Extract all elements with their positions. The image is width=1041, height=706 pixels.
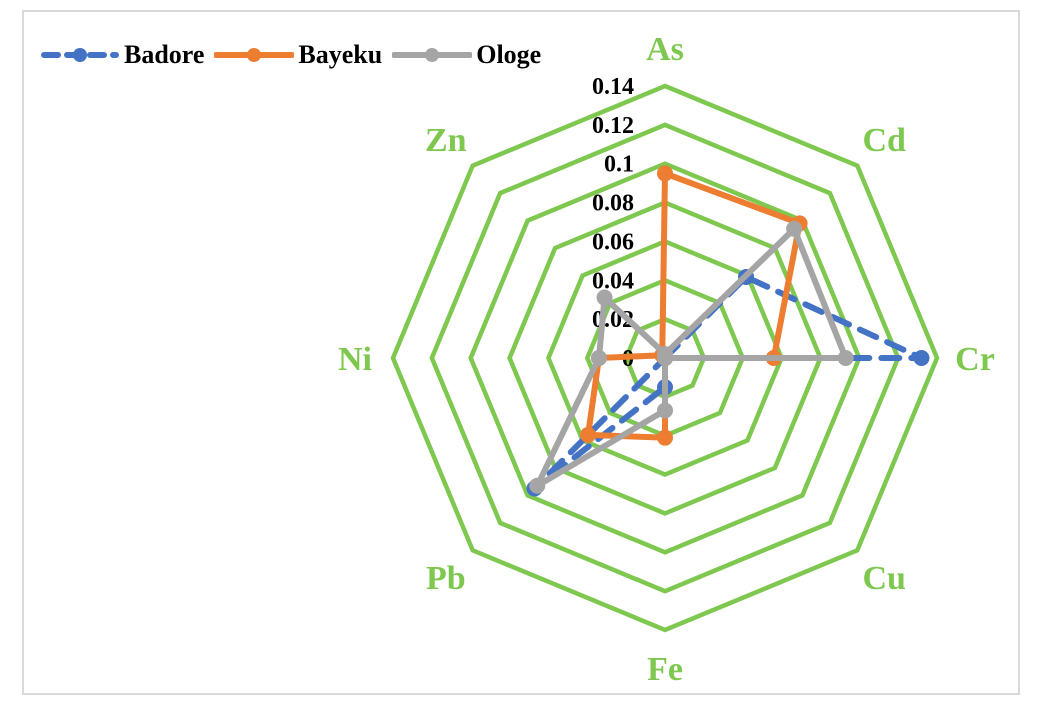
axis-label-cd: Cd [862, 122, 906, 159]
grid-ring [545, 238, 785, 478]
grid-ring [390, 83, 940, 633]
axis-label-ni: Ni [338, 341, 372, 378]
grid-ring [429, 122, 901, 594]
grid-ring [468, 161, 862, 555]
solid-line-marker-icon [392, 48, 473, 62]
data-point-marker[interactable] [596, 289, 613, 306]
dashed-line-marker-icon [41, 48, 119, 62]
solid-line-marker-icon [214, 48, 295, 62]
radial-tick-label: 0.06 [592, 229, 634, 255]
radial-tick-label: 0.14 [592, 74, 634, 100]
data-point-marker[interactable] [786, 220, 803, 237]
radial-tick-label: 0.08 [592, 191, 634, 217]
series-ologe[interactable] [529, 220, 854, 494]
data-point-marker[interactable] [657, 165, 673, 182]
legend-label: Ologe [476, 40, 542, 69]
legend: Badore Bayeku Ologe [40, 40, 541, 70]
axis-label-fe: Fe [647, 651, 683, 688]
data-series [526, 165, 930, 497]
data-point-marker[interactable] [657, 350, 673, 366]
data-point-marker[interactable] [913, 350, 930, 366]
data-point-marker[interactable] [529, 477, 546, 494]
data-point-marker[interactable] [590, 350, 607, 366]
legend-item-ologe[interactable]: Ologe [392, 40, 541, 70]
data-point-marker[interactable] [837, 350, 854, 366]
axis-labels: As Cd Cr Cu Fe Pb Ni Zn [338, 31, 995, 688]
data-point-marker[interactable] [657, 429, 673, 446]
radial-tick-label: 0.12 [592, 113, 634, 139]
data-point-marker[interactable] [657, 402, 673, 419]
axis-label-cr: Cr [955, 341, 995, 378]
legend-item-bayeku[interactable]: Bayeku [214, 40, 382, 70]
axis-label-zn: Zn [425, 122, 467, 159]
radial-tick-label: 0.1 [604, 152, 634, 178]
chart-frame [22, 10, 1020, 695]
axis-label-pb: Pb [426, 560, 466, 597]
radial-tick-label: 0.04 [592, 268, 634, 294]
axis-label-cu: Cu [862, 560, 905, 597]
data-point-marker[interactable] [580, 426, 597, 443]
legend-label: Bayeku [298, 40, 383, 69]
legend-label: Badore [124, 40, 205, 69]
radar-grid [390, 83, 940, 633]
legend-item-badore[interactable]: Badore [40, 40, 204, 70]
axis-label-as: As [646, 31, 684, 68]
